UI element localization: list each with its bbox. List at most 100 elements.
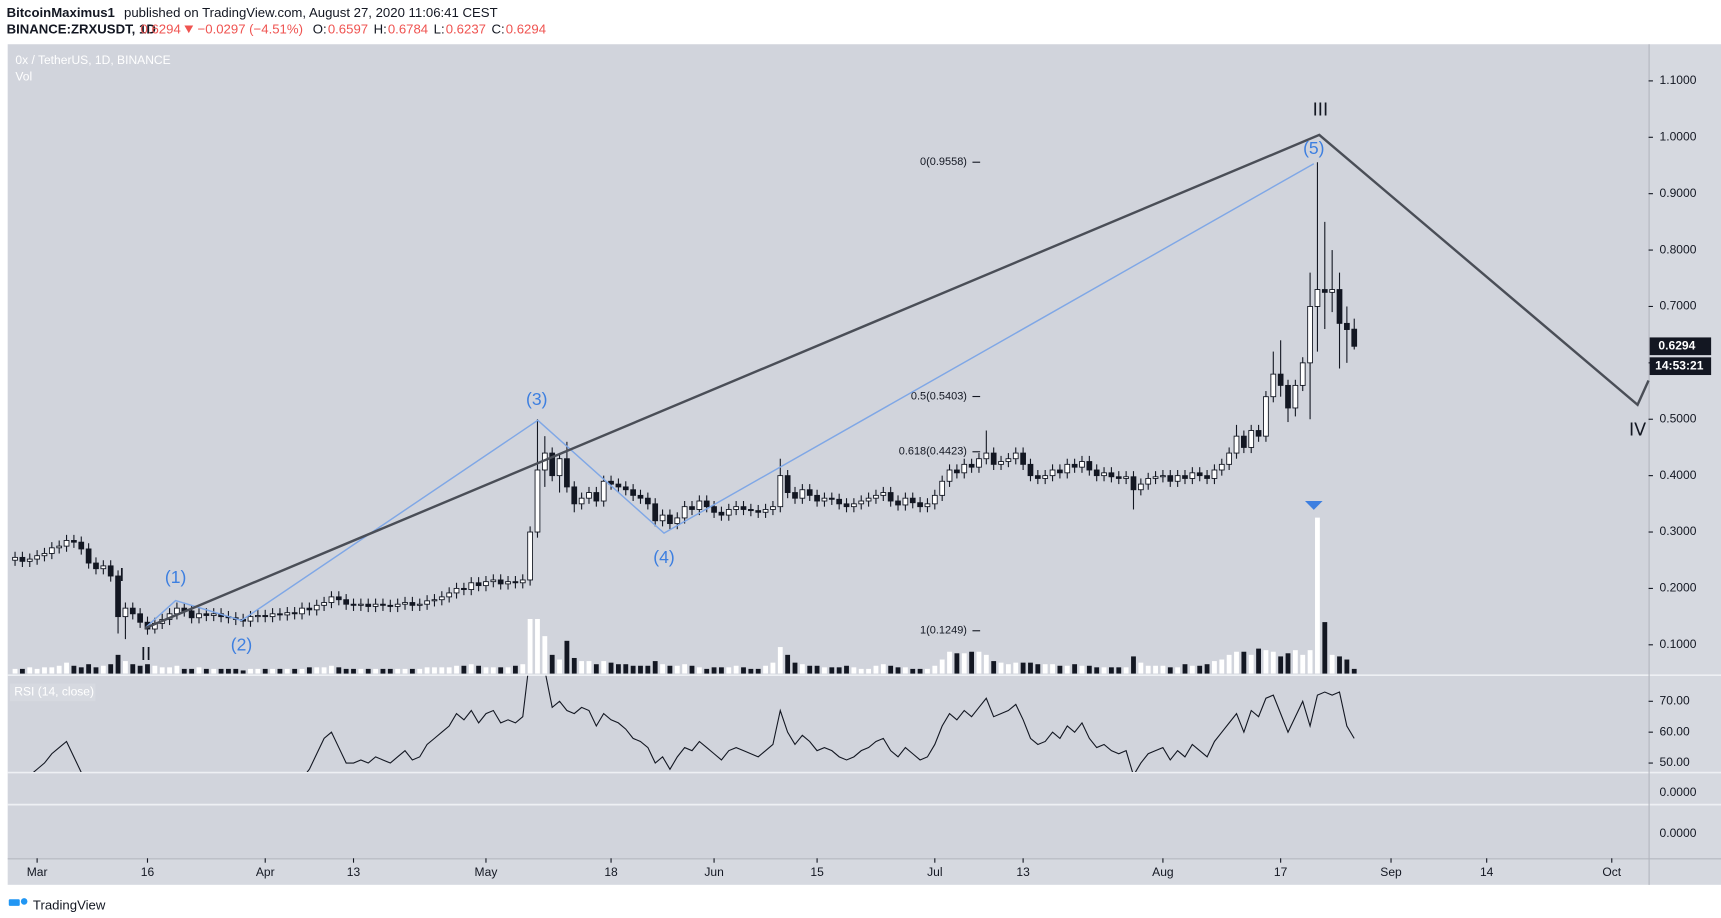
volume-bar xyxy=(387,668,393,674)
x-tick-label: Apr xyxy=(256,865,275,879)
candle-body xyxy=(1299,362,1306,386)
volume-bar xyxy=(844,665,849,674)
volume-bar xyxy=(704,668,710,674)
candle-body xyxy=(277,613,283,616)
volume-bar xyxy=(1101,667,1107,674)
volume-bar xyxy=(564,640,570,674)
y-tick-label: 0.2000 xyxy=(1660,581,1697,595)
volume-bar xyxy=(122,661,128,674)
volume-bar xyxy=(836,667,842,674)
candle-body xyxy=(446,592,453,598)
ohlc-value: 0.6597 xyxy=(328,21,368,36)
candle-body xyxy=(1160,475,1166,478)
volume-bar xyxy=(954,653,960,674)
fib-label: 1(0.1249) xyxy=(920,625,967,637)
header: BitcoinMaximus1 published on TradingView… xyxy=(7,5,546,37)
volume-bar xyxy=(645,665,651,674)
candle-body xyxy=(946,469,953,482)
volume-bar xyxy=(608,662,614,674)
candle-body xyxy=(1137,483,1144,491)
x-tick-label: May xyxy=(475,865,499,879)
candle-body xyxy=(1057,469,1063,474)
volume-bar xyxy=(336,667,342,674)
volume-bar xyxy=(829,667,835,674)
volume-bar xyxy=(343,668,349,674)
volume-bar xyxy=(777,647,783,674)
fib-label: 0(0.9558) xyxy=(920,156,967,168)
candle-body xyxy=(659,514,666,522)
volume-bar xyxy=(1189,665,1195,674)
volume-bar xyxy=(615,664,621,674)
volume-bar xyxy=(1344,659,1350,674)
candle-body xyxy=(586,492,592,499)
candle-body xyxy=(784,475,791,493)
ohlc-value: 0.6294 xyxy=(506,21,546,36)
rsi-tick-label: 50.00 xyxy=(1660,755,1690,769)
time-axis-area xyxy=(7,858,1721,885)
volume-bar xyxy=(785,654,791,674)
candle-body xyxy=(380,603,386,606)
volume-bar xyxy=(1050,664,1055,674)
volume-bar xyxy=(1219,659,1225,674)
candle-body xyxy=(1292,384,1299,409)
candle-body xyxy=(689,506,695,510)
candle-body xyxy=(954,469,960,474)
volume-bar xyxy=(888,665,894,674)
candle-body xyxy=(909,497,916,504)
volume-bar xyxy=(1079,665,1085,674)
candle-body xyxy=(505,581,511,585)
candle-body xyxy=(1233,435,1240,454)
lower-pane-tick: 0.0000 xyxy=(1660,785,1697,799)
volume-bar xyxy=(71,665,77,674)
volume-bar xyxy=(255,668,261,674)
candle-body xyxy=(1344,322,1350,330)
subwave-line xyxy=(144,163,1315,629)
volume-bar xyxy=(1153,665,1158,674)
candle-body xyxy=(681,506,688,519)
volume-bar xyxy=(792,662,798,674)
last-price-label: 0.6294 xyxy=(1658,338,1695,352)
volume-bar xyxy=(159,667,165,674)
volume-bar xyxy=(593,664,599,674)
volume-bar xyxy=(483,667,489,674)
candle-body xyxy=(1167,475,1174,482)
candle-body xyxy=(321,602,327,606)
candle-body xyxy=(1093,469,1100,477)
volume-bar xyxy=(932,665,938,674)
volume-bar xyxy=(240,670,246,674)
volume-bar xyxy=(799,664,805,674)
ohlc-key: L: xyxy=(434,21,445,36)
volume-bar xyxy=(1138,662,1144,674)
candle-body xyxy=(887,492,894,502)
candle-body xyxy=(880,492,887,496)
candle-body xyxy=(1307,306,1313,364)
volume-bar xyxy=(1204,664,1210,674)
candle-body xyxy=(497,579,504,585)
candle-body xyxy=(358,603,364,606)
candle-body xyxy=(100,565,107,570)
candle-body xyxy=(564,458,570,488)
candle-body xyxy=(1263,396,1269,437)
volume-bar xyxy=(1160,665,1166,674)
volume-bar xyxy=(858,668,864,674)
volume-bar xyxy=(1212,661,1217,674)
candle-body xyxy=(1255,430,1262,437)
volume-bar xyxy=(571,657,577,674)
volume-bar xyxy=(674,665,680,674)
volume-bar xyxy=(1131,656,1136,674)
volume-bar xyxy=(468,664,474,674)
volume-bar xyxy=(1028,662,1033,674)
volume-bar xyxy=(284,668,290,674)
volume-bar xyxy=(1322,622,1328,674)
volume-bar xyxy=(1145,665,1151,674)
candle-body xyxy=(34,555,40,560)
volume-bar xyxy=(218,668,224,674)
volume-bar xyxy=(1307,650,1313,674)
candle-body xyxy=(1108,472,1115,478)
volume-bar xyxy=(152,665,158,674)
volume-bar xyxy=(983,654,989,674)
volume-bar xyxy=(1248,654,1254,674)
volume-bar xyxy=(638,665,643,674)
volume-bar xyxy=(719,667,724,674)
